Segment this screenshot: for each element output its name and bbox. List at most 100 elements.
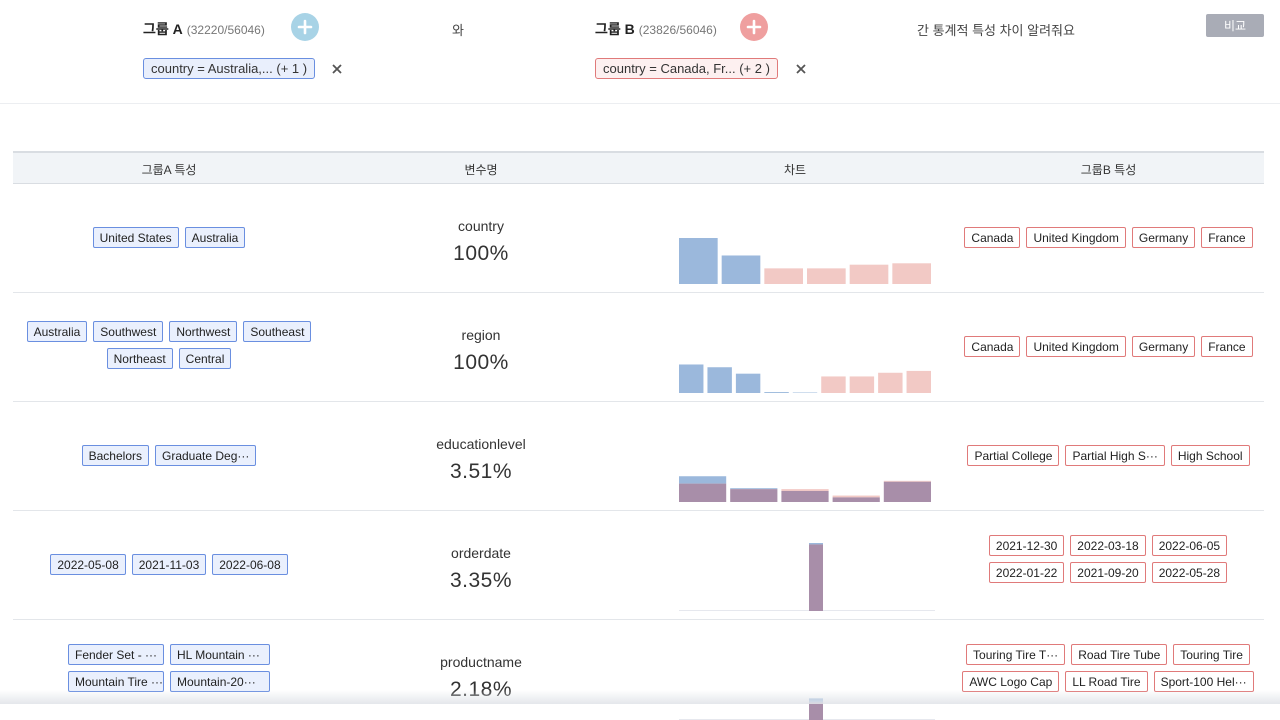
table-row[interactable]: Bachelors Graduate Deg··· educationlevel… [13, 402, 1264, 511]
scroll-fade [0, 690, 1280, 704]
group-b-tag: AWC Logo Cap [962, 671, 1059, 692]
overlap-bar [781, 491, 828, 502]
group-b-title: 그룹 B(23826/56046) [595, 19, 717, 39]
comparison-table: 그룹A 특성 변수명 차트 그룹B 특성 United States Austr… [13, 151, 1264, 720]
group-b-bar [850, 265, 889, 284]
group-a-tag: Southwest [93, 321, 163, 342]
group-b-tag: 2022-03-18 [1070, 535, 1145, 556]
group-a-tag: Fender Set - ··· [68, 644, 164, 665]
group-b-tag: Canada [964, 336, 1020, 357]
group-b-tag: Touring Tire [1173, 644, 1250, 665]
group-b-label: 그룹 B [595, 21, 635, 37]
group-b-tag: United Kingdom [1026, 336, 1125, 357]
variable-name: productname [381, 654, 581, 670]
group-b-tag: France [1201, 336, 1252, 357]
group-b-bar [821, 376, 845, 393]
group-a-tag: Central [179, 348, 232, 369]
group-a-bar [736, 374, 760, 393]
group-b-tags: 2021-12-30 2022-03-18 2022-06-05 2022-01… [973, 535, 1243, 583]
group-a-tag: Australia [185, 227, 246, 248]
variable-name: orderdate [381, 545, 581, 561]
group-b-bar [884, 481, 931, 482]
add-group-a-filter-button[interactable] [291, 13, 319, 41]
group-b-tag: 2022-01-22 [989, 562, 1064, 583]
compare-button[interactable]: 비교 [1206, 14, 1264, 37]
group-b-tag: Germany [1132, 336, 1195, 357]
group-b-bar [807, 268, 846, 284]
group-b-tag: Canada [964, 227, 1020, 248]
column-header-group-a: 그룹A 특성 [13, 153, 325, 186]
group-a-bar [679, 476, 726, 483]
group-a-tag: 2022-05-08 [50, 554, 125, 575]
group-b-tag: 2022-06-05 [1152, 535, 1227, 556]
plus-icon [746, 19, 762, 35]
group-b-bar [878, 373, 902, 393]
group-b-bar [907, 371, 931, 393]
overlap-bar [809, 544, 823, 611]
group-a-label: 그룹 A [143, 21, 183, 37]
group-a-tag: Southeast [243, 321, 311, 342]
overlap-bar [833, 497, 880, 502]
group-a-tags: Bachelors Graduate Deg··· [13, 445, 325, 466]
remove-group-b-filter-button[interactable] [794, 62, 808, 76]
group-a-title: 그룹 A (32220/56046) [143, 19, 265, 39]
column-header-group-b: 그룹B 특성 [953, 153, 1264, 186]
add-group-b-filter-button[interactable] [740, 13, 768, 41]
group-a-bar [707, 367, 731, 393]
table-row[interactable]: United States Australia country 100% Can… [13, 184, 1264, 293]
overlap-bar [730, 489, 777, 502]
group-b-tag: France [1201, 227, 1252, 248]
group-b-tag: Partial College [967, 445, 1059, 466]
group-b-bar [892, 263, 931, 284]
variable-name: country [381, 218, 581, 234]
group-b-tag: Sport-100 Hel··· [1154, 671, 1254, 692]
group-b-bar [850, 376, 874, 393]
distribution-chart [665, 216, 941, 286]
chart-baseline [679, 610, 935, 611]
overlap-bar [679, 484, 726, 502]
table-row[interactable]: Australia Southwest Northwest Southeast … [13, 293, 1264, 402]
connector-text: 와 [452, 20, 464, 39]
variable-name: region [381, 327, 581, 343]
table-row[interactable]: Fender Set - ··· HL Mountain ··· Mountai… [13, 620, 1264, 720]
group-a-bar [764, 392, 788, 393]
group-a-tag: Australia [27, 321, 88, 342]
group-b-tag: 2021-09-20 [1070, 562, 1145, 583]
group-b-tag: Touring Tire T··· [966, 644, 1065, 665]
header-divider [0, 103, 1280, 104]
group-b-tag: LL Road Tire [1065, 671, 1147, 692]
group-b-filter-chip[interactable]: country = Canada, Fr... (+ 2 ) [595, 58, 778, 79]
group-a-tag: Mountain Tire ··· [68, 671, 164, 692]
group-a-tag: 2022-06-08 [212, 554, 287, 575]
group-a-tags: United States Australia [13, 227, 325, 248]
difference-percent: 100% [381, 242, 581, 266]
group-b-tag: United Kingdom [1026, 227, 1125, 248]
group-a-tag: Mountain-20··· [170, 671, 270, 692]
column-header-variable: 변수명 [381, 153, 581, 186]
question-text: 간 통계적 특성 차이 알려줘요 [917, 20, 1075, 39]
variable-name: educationlevel [381, 436, 581, 452]
distribution-chart [665, 434, 941, 504]
group-b-bar [833, 496, 880, 498]
group-a-bar [809, 543, 823, 544]
plus-icon [297, 19, 313, 35]
group-b-bar [764, 268, 803, 284]
table-row[interactable]: 2022-05-08 2021-11-03 2022-06-08 orderda… [13, 511, 1264, 620]
group-a-bar [679, 238, 718, 284]
group-a-bar [722, 255, 761, 284]
group-b-tag: Germany [1132, 227, 1195, 248]
group-a-count: (32220/56046) [187, 23, 265, 37]
distribution-chart [665, 325, 941, 395]
group-a-tag: HL Mountain ··· [170, 644, 270, 665]
group-a-tags: Fender Set - ··· HL Mountain ··· Mountai… [59, 644, 279, 692]
distribution-chart [665, 652, 941, 720]
group-a-tag: Bachelors [82, 445, 149, 466]
distribution-chart [665, 543, 941, 613]
group-b-tag: 2021-12-30 [989, 535, 1064, 556]
group-a-tag: United States [93, 227, 179, 248]
group-a-filter-chip[interactable]: country = Australia,... (+ 1 ) [143, 58, 315, 79]
group-a-tags: Australia Southwest Northwest Southeast … [18, 321, 320, 369]
group-b-tags: Partial College Partial High S··· High S… [953, 445, 1264, 466]
group-b-tag: Partial High S··· [1065, 445, 1164, 466]
remove-group-a-filter-button[interactable] [330, 62, 344, 76]
